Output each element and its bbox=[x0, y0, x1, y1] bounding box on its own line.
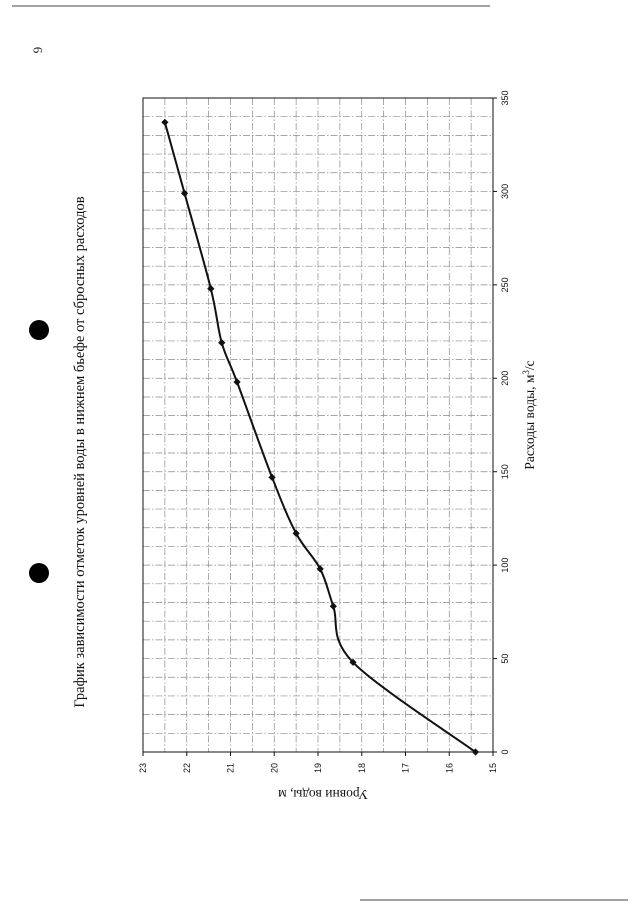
data-point bbox=[161, 118, 169, 126]
y-tick-label: 17 bbox=[401, 763, 411, 773]
series-line bbox=[163, 122, 477, 753]
data-point bbox=[349, 658, 357, 666]
x-tick-label: 300 bbox=[500, 184, 510, 199]
data-point bbox=[292, 529, 300, 537]
y-tick-label: 23 bbox=[138, 763, 148, 773]
data-point bbox=[207, 284, 215, 293]
x-tick-label: 150 bbox=[500, 464, 510, 479]
x-tick-label: 0 bbox=[500, 749, 510, 754]
x-axis-title-superscript: 3 bbox=[521, 370, 531, 375]
data-point bbox=[180, 189, 189, 197]
data-point bbox=[268, 473, 276, 481]
x-tick-label: 350 bbox=[500, 90, 510, 105]
y-axis-title: Уровни воды, м bbox=[278, 787, 368, 802]
y-tick-label: 19 bbox=[313, 763, 323, 773]
x-tick-label: 250 bbox=[500, 277, 510, 292]
punch-hole bbox=[29, 320, 49, 340]
x-axis-title-main: Расходы воды, м bbox=[522, 374, 537, 470]
y-tick-label: 22 bbox=[182, 763, 192, 773]
x-tick-label: 100 bbox=[500, 558, 510, 573]
y-tick-label: 20 bbox=[269, 763, 279, 773]
data-point bbox=[218, 339, 226, 347]
y-tick-label: 16 bbox=[444, 763, 454, 773]
y-tick-label: 21 bbox=[226, 763, 236, 773]
x-tick-label: 200 bbox=[500, 371, 510, 386]
data-point bbox=[233, 378, 241, 386]
y-tick-label: 15 bbox=[488, 763, 498, 773]
punch-hole bbox=[29, 563, 49, 583]
y-axis-ticks: 15 16 17 18 19 20 21 22 23 bbox=[138, 752, 498, 773]
data-point bbox=[316, 565, 324, 573]
data-point bbox=[471, 748, 480, 756]
data-point bbox=[329, 602, 337, 610]
y-tick-label: 18 bbox=[357, 763, 367, 773]
x-axis-ticks: 0 50 100 150 200 250 300 350 bbox=[493, 90, 510, 755]
chart-title: График зависимости отметок уровней воды … bbox=[72, 196, 88, 707]
x-axis-title-suffix: /с bbox=[522, 360, 537, 370]
chart-grid bbox=[143, 98, 493, 752]
x-tick-label: 50 bbox=[500, 654, 510, 664]
series-markers bbox=[161, 118, 480, 756]
x-axis-title: Расходы воды, м3/с bbox=[521, 360, 537, 469]
